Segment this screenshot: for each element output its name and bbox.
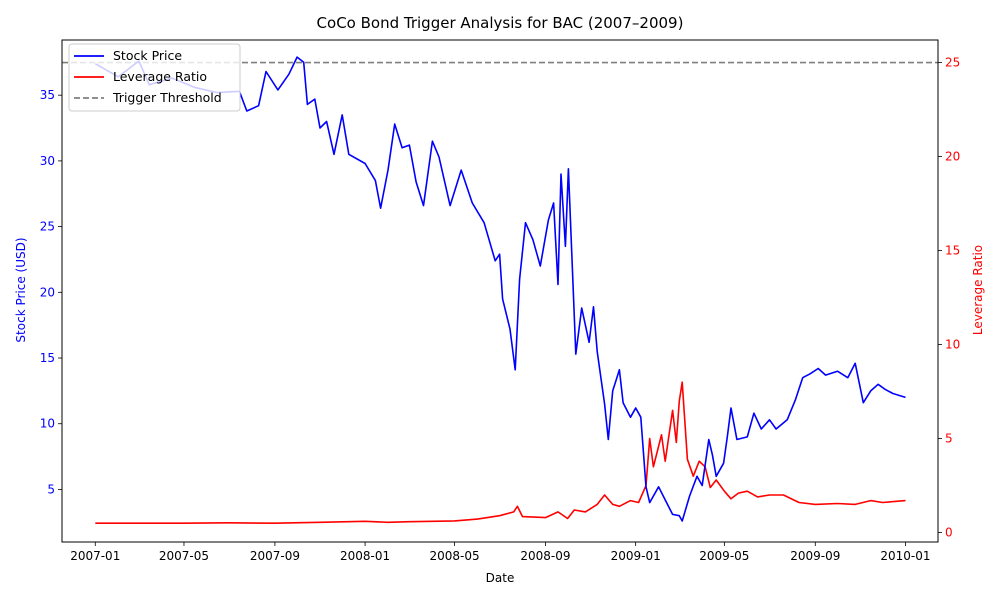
x-tick-label: 2008-05 bbox=[429, 549, 479, 563]
x-tick-label: 2010-01 bbox=[880, 549, 930, 563]
y-right-tick-label: 0 bbox=[945, 526, 953, 540]
series-stock-price bbox=[94, 56, 906, 522]
y-left-tick-label: 20 bbox=[40, 285, 55, 299]
y-left-tick-label: 25 bbox=[40, 220, 55, 234]
legend-box bbox=[68, 43, 241, 112]
y-axis-right: 0 5 10 15 20 25 bbox=[938, 56, 960, 540]
plot-frame bbox=[61, 39, 939, 543]
series-leverage-ratio bbox=[95, 381, 906, 524]
x-axis: 2007-01 2007-05 2007-09 2008-01 2008-05 2008-… bbox=[70, 542, 931, 563]
y-left-tick-label: 30 bbox=[40, 154, 55, 168]
y-right-tick-label: 15 bbox=[945, 244, 960, 258]
y-right-tick-label: 20 bbox=[945, 150, 960, 164]
legend: Stock Price Leverage Ratio Trigger Thres… bbox=[68, 43, 241, 112]
x-tick-label: 2009-01 bbox=[611, 549, 661, 563]
y-right-tick-label: 25 bbox=[945, 56, 960, 70]
y-axis-right-label: Leverage Ratio bbox=[971, 245, 985, 335]
y-right-tick-label: 10 bbox=[945, 338, 960, 352]
y-left-tick-label: 10 bbox=[40, 417, 55, 431]
legend-label-leverage: Leverage Ratio bbox=[113, 69, 207, 84]
y-axis-left-label: Stock Price (USD) bbox=[14, 237, 28, 342]
x-tick-label: 2007-05 bbox=[159, 549, 209, 563]
y-left-tick-label: 5 bbox=[47, 482, 55, 496]
legend-label-stock: Stock Price bbox=[113, 48, 182, 63]
x-tick-label: 2007-09 bbox=[250, 549, 300, 563]
x-tick-label: 2008-01 bbox=[340, 549, 390, 563]
y-left-tick-label: 35 bbox=[40, 88, 55, 102]
x-tick-label: 2009-09 bbox=[790, 549, 840, 563]
x-tick-label: 2008-09 bbox=[520, 549, 570, 563]
x-axis-label: Date bbox=[486, 571, 515, 585]
y-left-tick-label: 15 bbox=[40, 351, 55, 365]
chart-title: CoCo Bond Trigger Analysis for BAC (2007… bbox=[317, 14, 684, 32]
x-tick-label: 2009-05 bbox=[699, 549, 749, 563]
y-right-tick-label: 5 bbox=[945, 432, 953, 446]
x-tick-label: 2007-01 bbox=[70, 549, 120, 563]
legend-label-threshold: Trigger Threshold bbox=[112, 90, 222, 105]
y-axis-left: 5 10 15 20 25 30 35 bbox=[40, 88, 62, 496]
